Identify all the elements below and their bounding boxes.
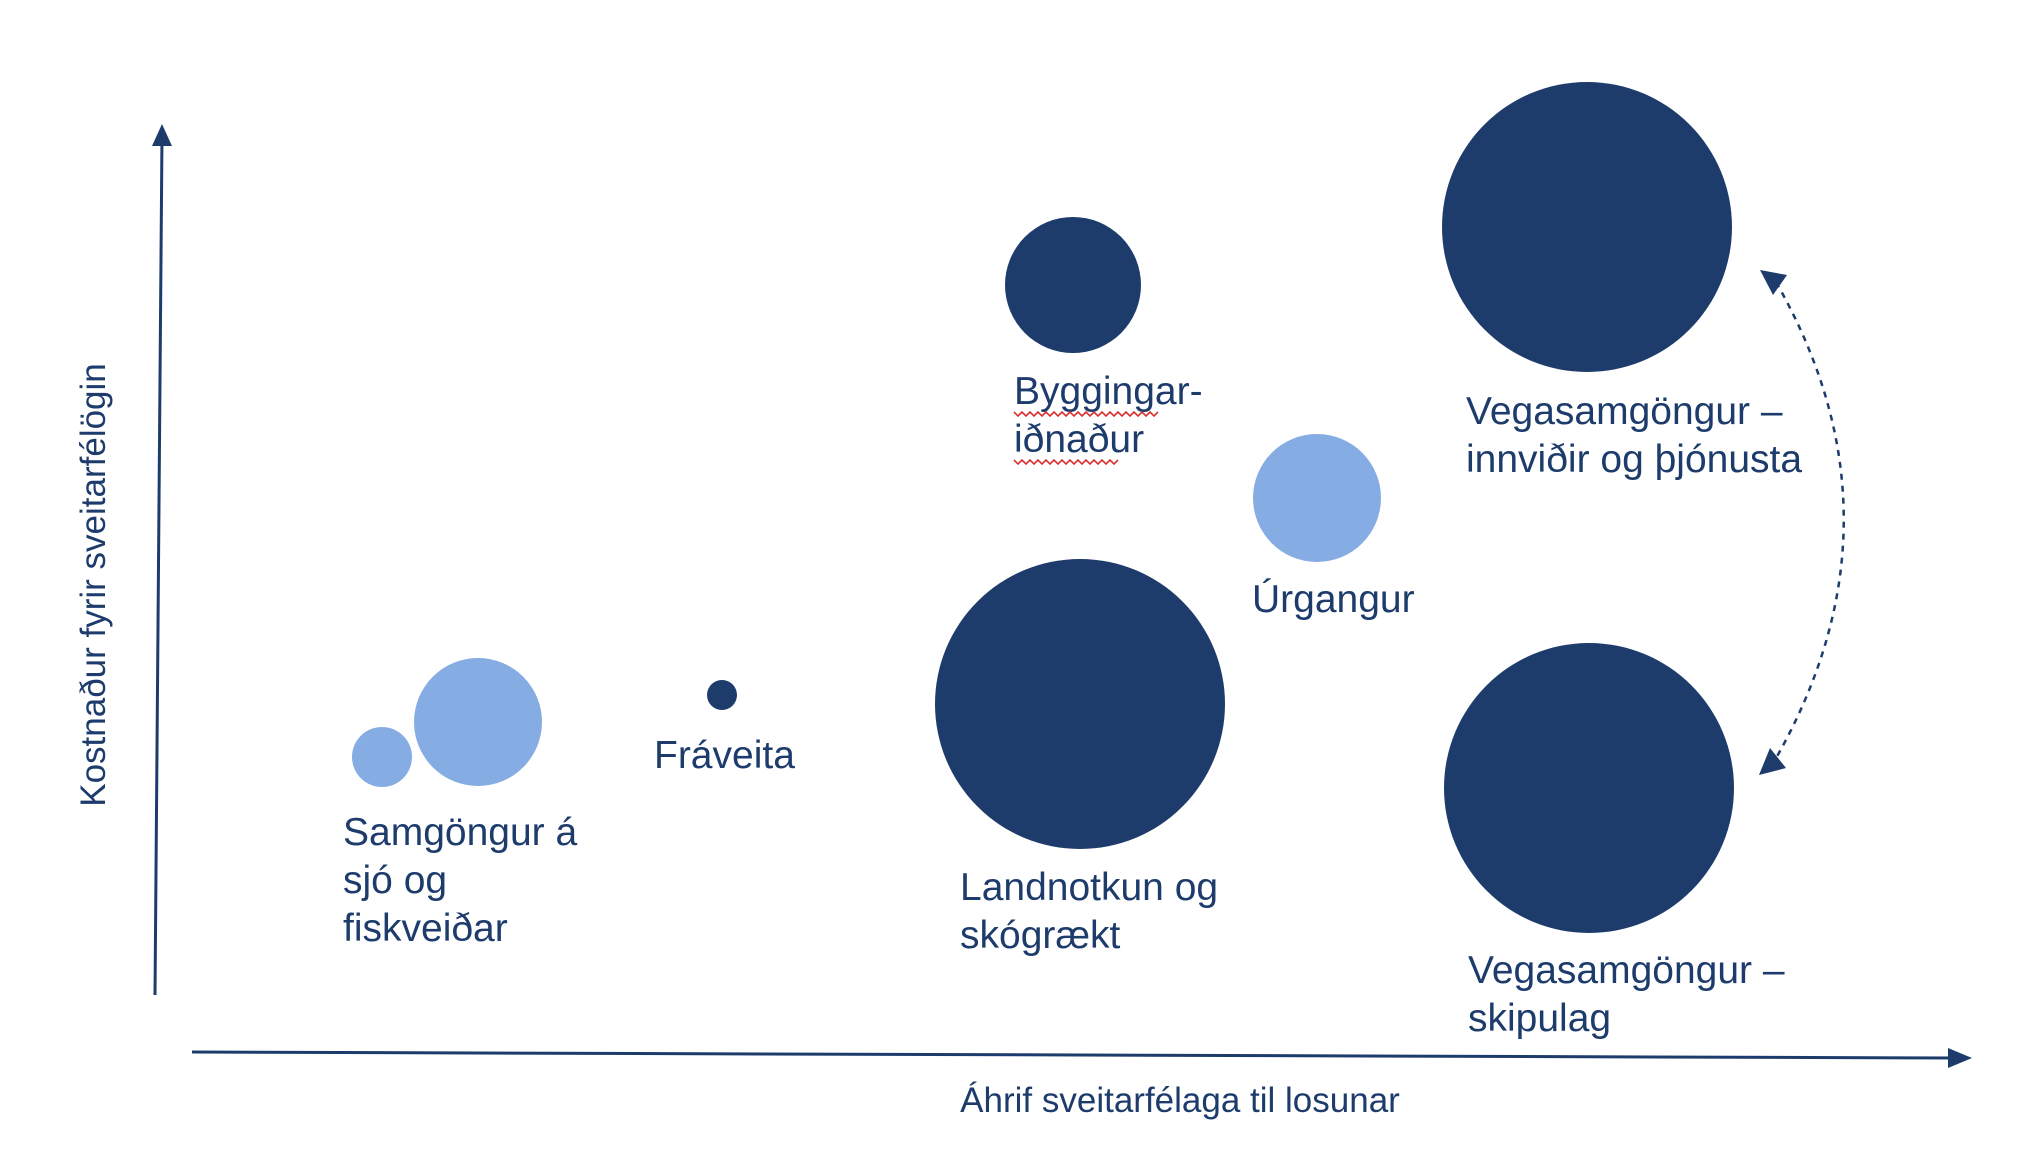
label-samgongur-sjo-line1: Samgöngur á	[343, 811, 577, 854]
label-byggingar-line2: iðnaður	[1014, 418, 1144, 461]
label-samgongur-sjo-line3: fiskveiðar	[343, 907, 508, 950]
connector-dashed-curve	[1773, 281, 1845, 761]
y-axis-arrowhead	[152, 124, 172, 146]
label-landnotkun-line1: Landnotkun og	[960, 866, 1218, 909]
y-axis-line	[153, 134, 164, 996]
bubble-veg-skipulag	[1444, 643, 1734, 933]
x-axis-line	[191, 1050, 1956, 1060]
label-veg-skipulag-line2: skipulag	[1468, 997, 1611, 1040]
spellcheck-squiggle-line2	[1013, 458, 1119, 466]
bubble-landnotkun	[935, 559, 1225, 849]
label-veg-skipulag-line1: Vegasamgöngur –	[1468, 949, 1785, 992]
bubble-fraveita	[707, 680, 737, 710]
label-samgongur-sjo-line2: sjó og	[343, 859, 447, 902]
bubble-veg-innvidir	[1442, 82, 1732, 372]
label-veg-innvidir-line2: innviðir og þjónusta	[1466, 438, 1802, 481]
bubble-urgangur	[1253, 434, 1381, 562]
spellcheck-squiggle-line1	[1013, 410, 1159, 418]
label-veg-innvidir-line1: Vegasamgöngur –	[1466, 390, 1783, 433]
y-axis-label: Kostnaður fyrir sveitarfélögin	[74, 363, 113, 807]
bubble-samgongur-sjo	[414, 658, 542, 786]
label-byggingar-line1: Byggingar-	[1014, 370, 1203, 413]
label-urgangur: Úrgangur	[1252, 578, 1415, 621]
connector-arrowhead-top	[1760, 270, 1787, 295]
bubble-samgongur-sjo-small	[352, 727, 412, 787]
bubble-byggingar	[1005, 217, 1141, 353]
label-landnotkun-line2: skógrækt	[960, 914, 1121, 957]
label-fraveita: Fráveita	[654, 734, 795, 777]
x-axis-arrowhead	[1948, 1048, 1972, 1068]
x-axis-label: Áhrif sveitarfélaga til losunar	[960, 1081, 1400, 1120]
connector-arrowhead-bottom	[1759, 748, 1786, 775]
